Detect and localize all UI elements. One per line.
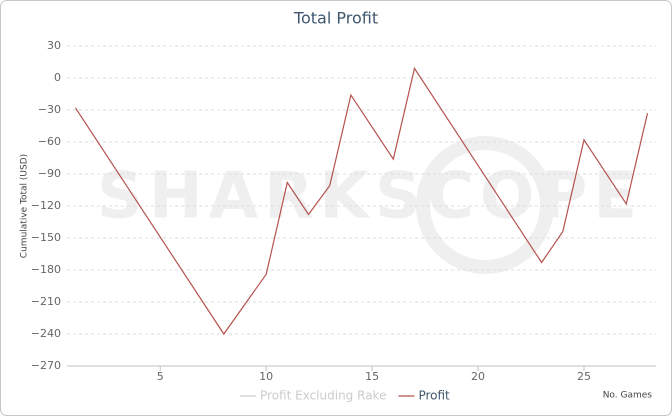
y-tick-label: −60 <box>38 135 61 148</box>
y-tick-label: 0 <box>54 71 61 84</box>
x-tick-label: 5 <box>157 370 164 383</box>
y-tick-label: −240 <box>31 327 61 340</box>
y-tick-label: −120 <box>31 199 61 212</box>
y-tick-label: −90 <box>38 167 61 180</box>
y-tick-label: −30 <box>38 103 61 116</box>
line-series <box>74 66 649 336</box>
legend-label: Profit <box>418 389 450 403</box>
x-tick-label: 20 <box>471 370 485 383</box>
y-tick-label: 30 <box>47 39 61 52</box>
chart-title: Total Profit <box>293 9 378 28</box>
x-tick-label: 10 <box>259 370 273 383</box>
y-tick-label: −150 <box>31 231 61 244</box>
y-axis-label: Cumulative Total (USD) <box>20 154 30 258</box>
y-tick-label: −210 <box>31 295 61 308</box>
watermark-ring <box>416 136 554 274</box>
y-tick-label: −180 <box>31 263 61 276</box>
x-tick-label: 15 <box>365 370 379 383</box>
watermark: SHARKSCOPE <box>97 160 643 234</box>
y-tick-label: −270 <box>31 359 61 372</box>
legend-label: Profit Excluding Rake <box>260 389 386 403</box>
x-axis-label: No. Games <box>603 391 653 401</box>
x-tick-label: 25 <box>577 370 591 383</box>
